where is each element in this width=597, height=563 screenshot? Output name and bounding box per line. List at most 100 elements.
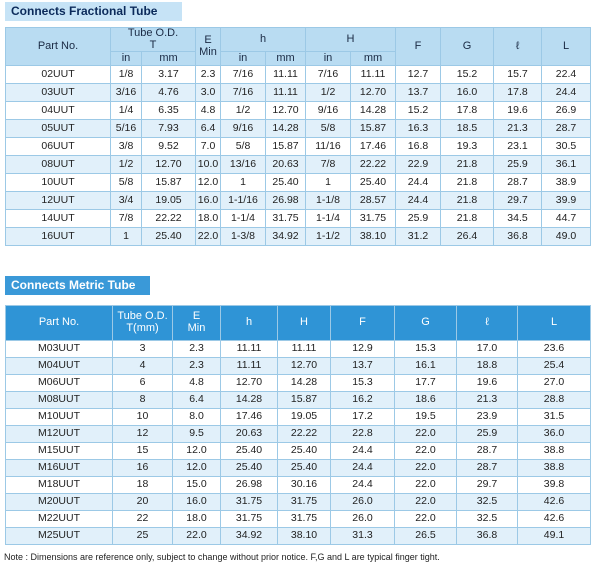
table-cell: 15.2	[395, 101, 442, 121]
table-cell: 16.0	[195, 191, 221, 211]
table-cell: 22.4	[541, 65, 592, 85]
table-cell: 7.93	[141, 119, 196, 139]
table-cell: 12.0	[195, 173, 221, 193]
table-cell: 12.70	[220, 374, 278, 392]
table-cell: 4.8	[172, 374, 221, 392]
table-cell: 36.8	[456, 527, 518, 545]
table-cell: 22.0	[394, 442, 457, 460]
subheader-cell: mm	[265, 51, 306, 67]
table-cell: 03UUT	[5, 83, 111, 103]
table-cell: 12.9	[330, 340, 395, 358]
table-cell: 9.52	[141, 137, 196, 157]
table-cell: 28.57	[349, 191, 397, 211]
header-cell: ℓ	[456, 305, 518, 341]
table-row: M25UUT 25 22.0 34.92 38.10 31.3 26.5 36.8 49.1	[5, 527, 591, 545]
table-cell: 1-1/8	[305, 191, 351, 211]
table-cell: 19.5	[394, 408, 457, 426]
table-cell: 15.87	[349, 119, 397, 139]
table-cell: 36.0	[517, 425, 591, 443]
table-cell: 26.98	[220, 476, 278, 494]
table-row: 10UUT 5/8 15.87 12.0 1 25.40 1 25.40 24.4 21.8 28.…	[5, 173, 592, 193]
table-cell: 21.8	[440, 155, 495, 175]
table-cell: 14.28	[265, 119, 306, 139]
table-cell: 31.75	[277, 493, 331, 511]
table-cell: 7/16	[220, 83, 266, 103]
table-cell: 2.3	[195, 65, 221, 85]
table-row: 08UUT 1/2 12.70 10.0 13/16 20.63 7/8 22.22 22.9 2…	[5, 155, 592, 175]
header-cell: H	[277, 305, 331, 341]
table-cell: 3/4	[110, 191, 142, 211]
table-cell: 31.75	[265, 209, 306, 229]
table-cell: 31.75	[220, 510, 278, 528]
table-cell: 31.75	[220, 493, 278, 511]
table-cell: 29.7	[493, 191, 543, 211]
table-cell: 1	[305, 173, 351, 193]
table-cell: 11.11	[349, 65, 397, 85]
header-cell: E Min	[172, 305, 221, 341]
table-cell: 15.87	[141, 173, 196, 193]
table-cell: 22.0	[195, 227, 221, 247]
table-row: M10UUT 10 8.0 17.46 19.05 17.2 19.5 23.9 31.5	[5, 408, 591, 426]
table-cell: M04UUT	[5, 357, 113, 375]
table-cell: 15.7	[493, 65, 543, 85]
table-cell: 42.6	[517, 510, 591, 528]
table-cell: 1-1/4	[305, 209, 351, 229]
table-cell: M10UUT	[5, 408, 113, 426]
table-cell: 28.7	[541, 119, 592, 139]
table-cell: 10UUT	[5, 173, 111, 193]
table-row: 16UUT 1 25.40 22.0 1-3/8 34.92 1-1/2 38.10 31.2 2…	[5, 227, 592, 247]
table-cell: M16UUT	[5, 459, 113, 477]
table-cell: 1	[110, 227, 142, 247]
table-cell: 04UUT	[5, 101, 111, 121]
table-cell: 26.0	[330, 510, 395, 528]
header-cell: h	[220, 305, 278, 341]
table-cell: 11.11	[265, 65, 306, 85]
table-cell: 22.22	[349, 155, 397, 175]
table-cell: 11.11	[265, 83, 306, 103]
table-cell: 16.0	[440, 83, 495, 103]
table-row: 06UUT 3/8 9.52 7.0 5/8 15.87 11/16 17.46 16.8 19.…	[5, 137, 592, 157]
table-cell: 28.7	[456, 442, 518, 460]
header-cell: ℓ	[493, 26, 543, 67]
table-cell: 29.7	[456, 476, 518, 494]
table-cell: M12UUT	[5, 425, 113, 443]
table-cell: 28.7	[493, 173, 543, 193]
header-cell: Part No.	[5, 305, 113, 341]
table-cell: 6	[112, 374, 173, 392]
table-cell: 17.8	[493, 83, 543, 103]
table-row: 03UUT 3/16 4.76 3.0 7/16 11.11 1/2 12.70 13.7 16.…	[5, 83, 592, 103]
table-cell: 20	[112, 493, 173, 511]
table-cell: 22.0	[394, 510, 457, 528]
table-cell: 11.11	[220, 357, 278, 375]
table-cell: 25	[112, 527, 173, 545]
table-cell: 1-1/4	[220, 209, 266, 229]
header-cell: L	[517, 305, 591, 341]
table-cell: 16UUT	[5, 227, 111, 247]
header-cell: G	[394, 305, 457, 341]
table-cell: 5/8	[110, 173, 142, 193]
table-cell: 30.16	[277, 476, 331, 494]
subheader-cell: in	[110, 51, 142, 67]
table-cell: 22	[112, 510, 173, 528]
table-cell: 19.6	[456, 374, 518, 392]
table-cell: 16.0	[172, 493, 221, 511]
table-cell: 42.6	[517, 493, 591, 511]
table-cell: 3.0	[195, 83, 221, 103]
table-cell: 25.40	[141, 227, 196, 247]
table-cell: 15.3	[394, 340, 457, 358]
table-cell: 21.8	[440, 209, 495, 229]
table-cell: 1	[220, 173, 266, 193]
table-cell: 6.35	[141, 101, 196, 121]
header-cell: h	[220, 26, 306, 53]
table-cell: M06UUT	[5, 374, 113, 392]
table-cell: 49.0	[541, 227, 592, 247]
table-cell: 17.0	[456, 340, 518, 358]
table-cell: 21.3	[456, 391, 518, 409]
table-cell: 1/8	[110, 65, 142, 85]
table-cell: 13/16	[220, 155, 266, 175]
table-cell: 12.7	[395, 65, 442, 85]
table-cell: 12.70	[277, 357, 331, 375]
